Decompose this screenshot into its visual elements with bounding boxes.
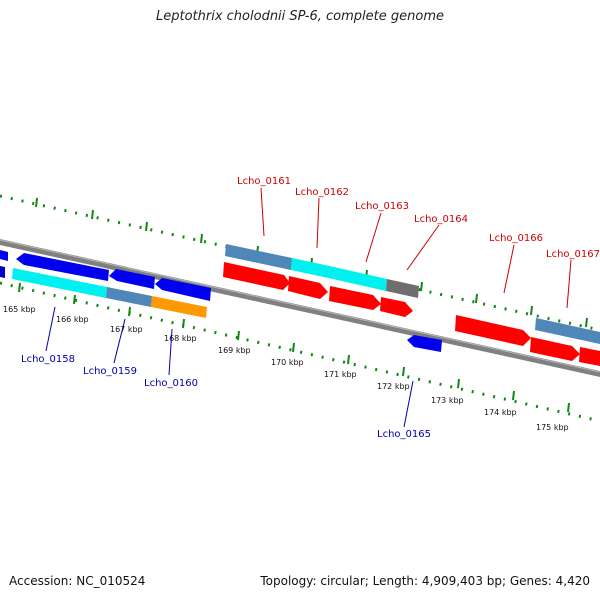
cog-block-orange xyxy=(151,296,207,318)
map-title: Leptothrix cholodnii SP-6, complete geno… xyxy=(156,9,444,24)
forward-cds xyxy=(329,286,381,310)
gene-label: Lcho_0161 xyxy=(237,176,291,187)
reverse-cds xyxy=(0,266,5,278)
forward-cds xyxy=(288,276,328,299)
accession-label: Accession: NC_010524 xyxy=(9,574,146,588)
gene-label: Lcho_0162 xyxy=(295,187,349,198)
kbp-label: 171 kbp xyxy=(324,370,357,379)
kbp-label: 174 kbp xyxy=(484,408,517,417)
forward-cds xyxy=(380,297,413,317)
label-leaders-forward xyxy=(260,187,572,309)
cog-block-steelblue xyxy=(535,318,600,344)
reverse-strand-cds xyxy=(0,250,442,352)
kbp-label: 173 kbp xyxy=(431,396,464,405)
kbp-label: 170 kbp xyxy=(271,358,304,367)
gene-label: Lcho_0164 xyxy=(414,214,468,225)
forward-cds xyxy=(530,337,580,361)
cog-block-steelblue xyxy=(225,244,292,270)
kbp-label: 172 kbp xyxy=(377,382,410,391)
cog-block-gray xyxy=(386,279,419,298)
cog-block-cyan xyxy=(291,258,334,279)
kbp-label: 167 kbp xyxy=(110,325,143,334)
reverse-cds xyxy=(109,269,155,289)
reverse-cds xyxy=(0,250,8,261)
reverse-cog-ring xyxy=(12,268,207,318)
forward-cds xyxy=(579,347,600,366)
gene-labels-reverse: Lcho_0158 Lcho_0159 Lcho_0160 Lcho_0165 xyxy=(21,354,431,440)
gene-label: Lcho_0166 xyxy=(489,233,543,244)
reverse-cds xyxy=(155,278,211,301)
label-leaders-reverse xyxy=(45,306,414,428)
gene-label: Lcho_0160 xyxy=(144,378,198,389)
kbp-label: 166 kbp xyxy=(56,315,89,324)
gene-label: Lcho_0158 xyxy=(21,354,75,365)
kbp-labels: 165 kbp 166 kbp 167 kbp 168 kbp 169 kbp … xyxy=(3,305,569,432)
kbp-label: 165 kbp xyxy=(3,305,36,314)
major-ticks xyxy=(18,197,588,413)
gene-label: Lcho_0165 xyxy=(377,429,431,440)
topology-label: Topology: circular; Length: 4,909,403 bp… xyxy=(260,574,590,588)
forward-cds xyxy=(223,262,290,290)
gene-label: Lcho_0167 xyxy=(546,249,600,260)
gene-label: Lcho_0159 xyxy=(83,366,137,377)
kbp-label: 175 kbp xyxy=(536,423,569,432)
kbp-label: 169 kbp xyxy=(218,346,251,355)
reverse-cds xyxy=(407,335,442,352)
kbp-label: 168 kbp xyxy=(164,334,197,343)
cog-block-cyan xyxy=(333,267,387,291)
gene-label: Lcho_0163 xyxy=(355,201,409,212)
reverse-cds xyxy=(16,253,109,281)
cog-block-steelblue xyxy=(106,287,152,307)
forward-strand-cds xyxy=(223,262,600,366)
forward-cog-ring xyxy=(225,244,600,344)
forward-cds xyxy=(455,315,531,346)
gene-labels-forward: Lcho_0161 Lcho_0162 Lcho_0163 Lcho_0164 … xyxy=(237,176,600,260)
genome-backbone xyxy=(0,239,600,377)
cog-block-cyan xyxy=(12,268,107,298)
